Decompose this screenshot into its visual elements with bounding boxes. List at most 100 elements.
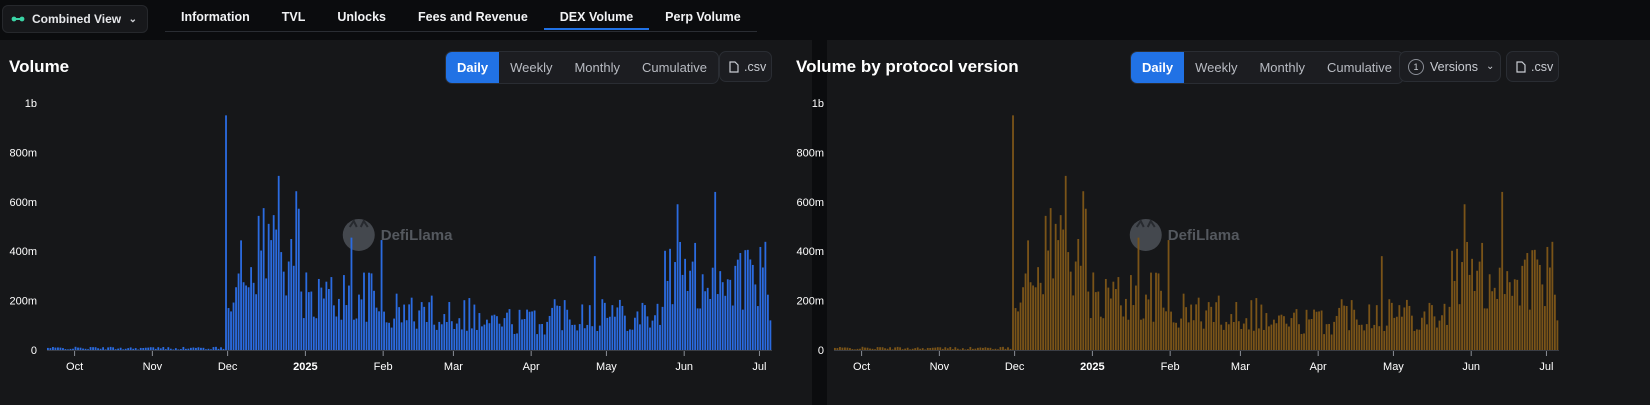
volume-bar [297,208,300,350]
volume-bar [966,349,969,350]
volume-bar [736,259,739,350]
volume-bar [959,349,962,350]
volume-bar [1022,287,1024,350]
volume-bar [177,349,180,350]
volume-bar [1413,330,1416,350]
volume-bar [1538,264,1541,350]
volume-bar [47,347,49,350]
volume-bar [726,279,729,350]
period-selector: Daily Weekly Monthly Cumulative [445,51,720,84]
volume-bar [1298,324,1300,350]
tab-unlocks[interactable]: Unlocks [337,10,386,24]
volume-bar [1471,258,1474,350]
volume-bar [172,349,175,350]
version-period-weekly-button[interactable]: Weekly [1195,60,1238,75]
volume-bar [365,321,368,350]
x-tick-label: Jul [1539,361,1553,373]
volume-bar [744,250,747,350]
tab-fees-and-revenue[interactable]: Fees and Revenue [418,10,528,24]
x-tick-label: Mar [1231,361,1250,373]
combined-view-icon [11,16,25,22]
volume-bar [1049,208,1052,350]
volume-bar [124,348,127,350]
volume-bar [1288,326,1290,350]
volume-bar [142,348,145,350]
volume-bar [976,347,979,350]
volume-bar [1526,253,1529,350]
volume-bar [380,240,383,350]
volume-bar [644,305,646,350]
period-daily-button[interactable]: Daily [446,52,500,83]
volume-bar [222,348,225,350]
volume-bar [1167,240,1170,350]
volume-bar [666,280,669,350]
volume-bar [581,304,584,350]
x-tick-label: 2025 [293,361,317,373]
volume-bar [453,328,456,350]
volume-bar [1255,298,1258,350]
volume-bar [1097,291,1100,350]
volume-bar [1481,242,1484,350]
volume-bar [332,305,335,350]
csv-download-button[interactable]: .csv [719,51,772,82]
version-period-daily-button[interactable]: Daily [1131,52,1185,83]
combined-view-dropdown[interactable]: Combined View ⌄ [2,5,148,33]
volume-bar [179,349,182,350]
volume-bar [834,347,836,350]
volume-bar [1498,267,1501,350]
volume-bar [684,258,687,350]
volume-bar [573,324,576,350]
volume-bar [754,284,757,350]
volume-bar [1345,306,1348,350]
volume-bar [1092,272,1095,350]
volume-bar [82,348,84,350]
volume-bar [854,349,856,350]
versions-count-badge: 1 [1408,58,1424,75]
tab-dex-volume[interactable]: DEX Volume [543,5,650,30]
volume-bar [841,347,844,350]
volume-bar [731,305,734,350]
volume-bar [1072,295,1075,350]
volume-bar [1044,215,1047,350]
version-period-monthly-button[interactable]: Monthly [1259,60,1305,75]
volume-bar [149,347,152,350]
volume-bar [1192,320,1195,350]
volume-bar [851,349,854,350]
volume-bar [122,349,125,350]
volume-bar [911,348,914,350]
volume-bar [1195,304,1198,350]
period-weekly-button[interactable]: Weekly [510,60,553,75]
version-period-cumulative-button[interactable]: Cumulative [1327,60,1393,75]
volume-bar [109,346,112,350]
volume-bar [1107,287,1110,350]
volume-bar [636,311,639,350]
volume-bar [290,239,293,350]
volume-bar [498,323,501,350]
volume-bar [355,318,358,350]
volume-bar [132,348,135,350]
volume-bar [1059,215,1062,350]
tab-information[interactable]: Information [181,10,250,24]
volume-bar [1034,287,1037,350]
volume-bar [769,320,772,350]
period-cumulative-button[interactable]: Cumulative [642,60,708,75]
volume-bar [1283,316,1285,350]
period-monthly-button[interactable]: Monthly [574,60,620,75]
volume-bar [322,298,325,350]
tab-perp-volume[interactable]: Perp Volume [665,10,741,24]
volume-bar [1240,328,1243,350]
volume-bar [1155,272,1157,350]
volume-bar [1077,239,1080,350]
versions-dropdown[interactable]: 1 Versions ⌄ [1399,51,1501,82]
version-csv-download-button[interactable]: .csv [1506,51,1559,82]
volume-bar [1506,271,1509,350]
volume-bar [1278,315,1280,350]
volume-bar [486,319,488,350]
volume-bar [1172,322,1175,350]
volume-bar [440,324,443,350]
volume-bar [460,329,463,350]
volume-bar [1388,299,1391,350]
tab-tvl[interactable]: TVL [281,10,306,24]
volume-bar [1378,326,1381,350]
volume-bar [1305,309,1308,350]
